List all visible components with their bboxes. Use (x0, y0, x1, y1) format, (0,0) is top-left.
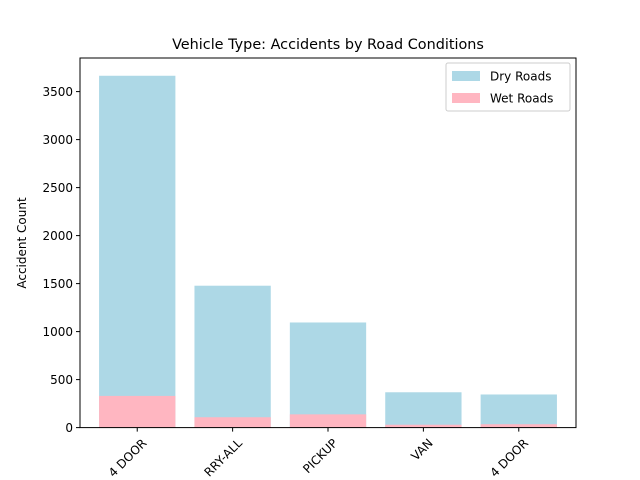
bar-dry-roads-0 (99, 75, 176, 428)
bar-dry-roads-2 (289, 322, 367, 428)
legend-swatch-dry-roads (452, 71, 480, 81)
y-tick-label: 1500 (42, 277, 73, 291)
y-tick-label: 3000 (42, 133, 73, 147)
x-tick-label: 4 DOOR (487, 436, 531, 480)
y-tick-label: 2500 (42, 181, 73, 195)
bar-dry-roads-1 (194, 285, 271, 428)
plot-frame (79, 57, 577, 429)
bar-dry-roads-3 (385, 392, 462, 428)
y-axis-label: Accident Count (15, 197, 29, 289)
chart-title: Vehicle Type: Accidents by Road Conditio… (172, 37, 484, 53)
y-tick-label: 2000 (42, 229, 73, 243)
y-tick-label: 3500 (42, 85, 73, 99)
bars-group (99, 75, 557, 428)
x-tick-label: 4 DOOR (106, 436, 150, 480)
y-tick-label: 500 (50, 373, 73, 387)
x-axis-ticks: 4 DOOR RRY-ALL PICKUP VAN 4 DOOR (106, 427, 531, 480)
bar-wet-roads-4 (480, 424, 557, 428)
y-tick-label: 0 (65, 421, 73, 435)
x-tick-label: VAN (408, 436, 435, 463)
bar-dry-roads-4 (480, 394, 557, 428)
x-tick-label: RRY-ALL (201, 436, 245, 480)
legend-label-dry-roads: Dry Roads (490, 70, 551, 84)
y-tick-label: 1000 (42, 325, 73, 339)
legend-label-wet-roads: Wet Roads (490, 92, 553, 106)
bar-wet-roads-2 (289, 414, 367, 428)
bar-wet-roads-0 (99, 395, 176, 428)
legend: Dry Roads Wet Roads (445, 62, 571, 112)
y-axis-ticks: 0 500 1000 1500 2000 2500 3000 3500 (42, 85, 80, 435)
legend-swatch-wet-roads (452, 93, 480, 103)
bar-wet-roads-3 (385, 424, 462, 428)
x-tick-label: PICKUP (300, 436, 340, 476)
bar-wet-roads-1 (194, 417, 271, 428)
